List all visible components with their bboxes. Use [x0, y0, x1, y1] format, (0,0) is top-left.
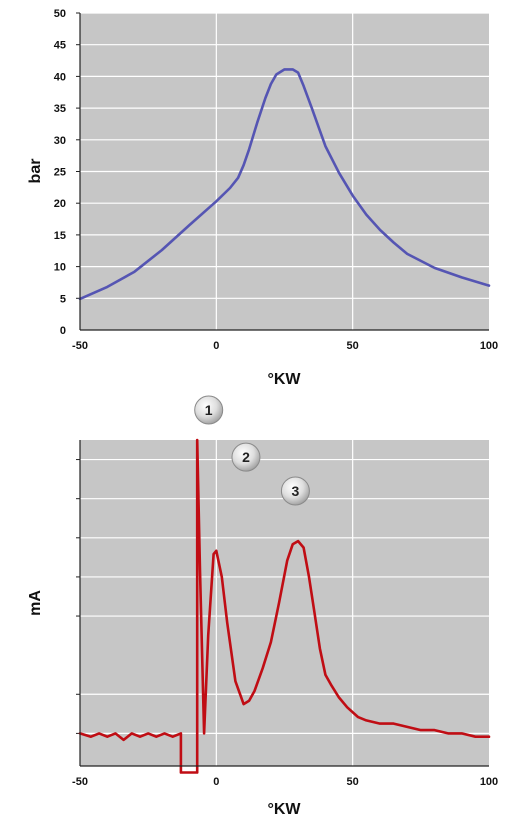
pressure-x-tick-label: 50: [347, 340, 359, 352]
pressure-y-tick-label: 20: [54, 198, 66, 210]
annotation-badge-label: 2: [242, 449, 250, 465]
pressure-x-tick-label: -50: [72, 340, 88, 352]
current-x-tick-label: 0: [213, 776, 219, 788]
pressure-y-axis-label: bar: [27, 159, 44, 184]
pressure-y-tick-label: 35: [54, 103, 66, 115]
pressure-y-tick-label: 45: [54, 40, 66, 52]
current-y-axis-label: mA: [27, 590, 44, 616]
annotation-badge-label: 3: [292, 483, 300, 499]
pressure-y-tick-label: 5: [60, 293, 66, 305]
pressure-x-tick-label: 100: [480, 340, 498, 352]
pressure-x-ticks: -50 0 50 100: [72, 340, 498, 352]
pressure-chart: 0 5 10 15 20 25 30 35 40 45 50 -50 0 50 100 °KW bar: [27, 8, 498, 388]
current-x-tick-label: 50: [347, 776, 359, 788]
pressure-y-tick-label: 50: [54, 8, 66, 20]
pressure-y-ticks: 0 5 10 15 20 25 30 35 40 45 50: [54, 8, 66, 337]
pressure-y-tick-label: 25: [54, 167, 66, 179]
current-annotations: 1 2 3: [194, 395, 310, 506]
current-x-ticks: -50 0 50 100: [72, 776, 498, 788]
pressure-series: [78, 68, 491, 301]
current-x-tick-label: -50: [72, 776, 88, 788]
pressure-x-tick-label: 0: [213, 340, 219, 352]
current-x-axis-label: °KW: [267, 801, 301, 818]
pressure-series-line: [78, 68, 491, 301]
annotation-badge: [280, 476, 310, 506]
annotation-badge-label: 1: [205, 402, 213, 418]
pressure-y-tick-label: 0: [60, 325, 66, 337]
annotation-badge: [194, 395, 224, 425]
pressure-y-tick-label: 40: [54, 71, 66, 83]
current-series: [78, 438, 491, 774]
pressure-y-tick-label: 30: [54, 135, 66, 147]
current-chart: -50 0 50 100 1 2 3 °KW mA: [27, 395, 498, 818]
pressure-y-tick-label: 15: [54, 230, 66, 242]
pressure-y-tick-label: 10: [54, 262, 66, 274]
pressure-gridlines: [76, 12, 489, 330]
annotation-badge: [231, 442, 261, 472]
current-x-tick-label: 100: [480, 776, 498, 788]
pressure-x-axis-label: °KW: [267, 371, 301, 388]
current-series-line: [78, 438, 491, 774]
